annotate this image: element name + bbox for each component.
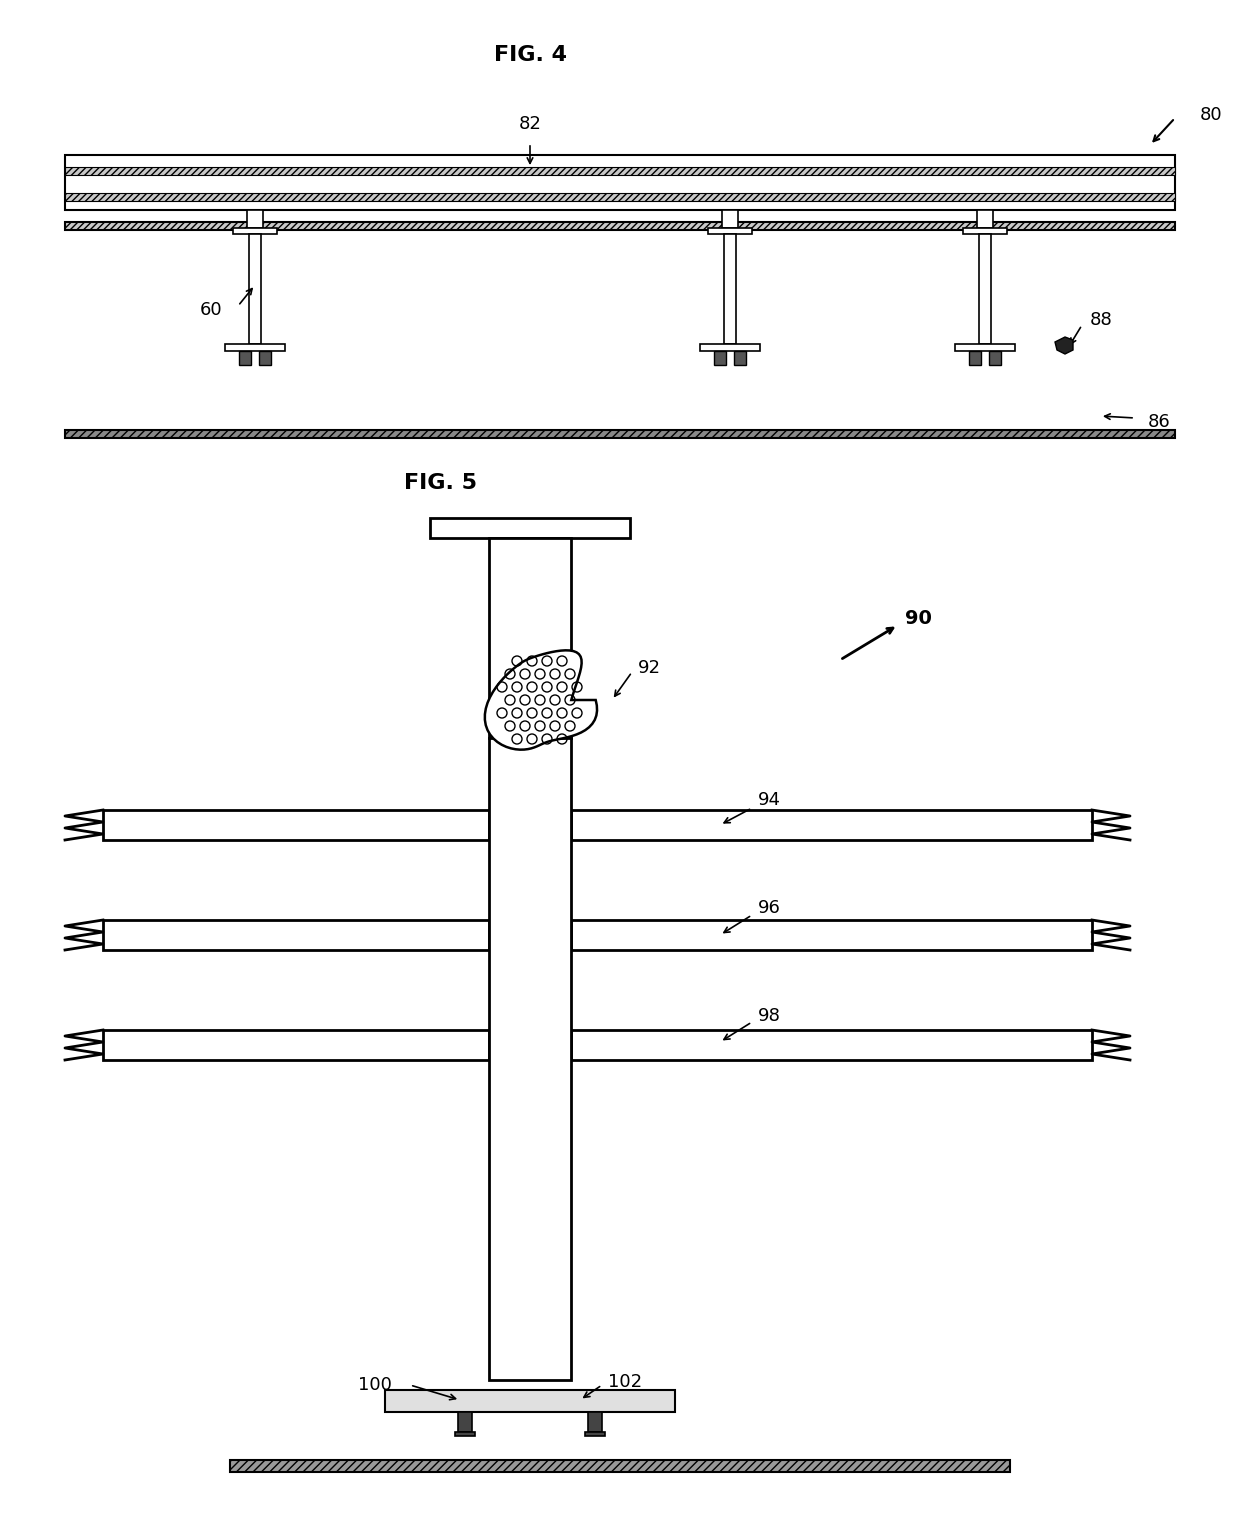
Bar xyxy=(724,234,737,345)
Bar xyxy=(64,155,1176,211)
Bar xyxy=(489,738,570,1380)
Bar xyxy=(103,920,489,950)
Bar xyxy=(990,351,1001,365)
Bar xyxy=(229,1460,1011,1472)
Bar xyxy=(570,811,1092,840)
Bar xyxy=(247,211,263,228)
Text: 92: 92 xyxy=(639,658,661,677)
Text: 100: 100 xyxy=(358,1377,392,1393)
Text: 88: 88 xyxy=(1090,311,1112,329)
Text: 94: 94 xyxy=(758,791,781,809)
Bar xyxy=(64,168,1176,175)
Bar xyxy=(259,351,272,365)
Bar xyxy=(570,1030,1092,1060)
Bar xyxy=(430,518,630,538)
Bar xyxy=(977,211,993,228)
Text: 98: 98 xyxy=(758,1007,781,1024)
Bar xyxy=(955,345,1016,351)
Bar xyxy=(64,431,1176,438)
Text: 102: 102 xyxy=(608,1373,642,1390)
Bar xyxy=(64,192,1176,201)
Bar xyxy=(239,351,250,365)
Bar xyxy=(963,228,1007,234)
Polygon shape xyxy=(485,651,596,749)
Bar xyxy=(455,1432,475,1436)
Text: 86: 86 xyxy=(1148,414,1171,431)
Bar xyxy=(224,345,285,351)
Bar xyxy=(64,221,1176,231)
Bar xyxy=(103,1030,489,1060)
Bar xyxy=(249,234,260,345)
Bar xyxy=(585,1432,605,1436)
Bar xyxy=(714,351,725,365)
Bar xyxy=(968,351,981,365)
Bar xyxy=(570,920,1092,950)
Text: 82: 82 xyxy=(518,115,542,132)
Bar xyxy=(734,351,746,365)
Text: 96: 96 xyxy=(758,900,781,917)
Text: FIG. 4: FIG. 4 xyxy=(494,45,567,65)
Bar xyxy=(701,345,760,351)
Polygon shape xyxy=(1055,337,1073,354)
Bar xyxy=(103,811,489,840)
Bar xyxy=(458,1412,472,1432)
Text: 80: 80 xyxy=(1200,106,1223,125)
Text: FIG. 5: FIG. 5 xyxy=(403,474,476,494)
Bar xyxy=(708,228,751,234)
Bar xyxy=(384,1390,675,1412)
Bar xyxy=(722,211,738,228)
Bar xyxy=(233,228,277,234)
Bar xyxy=(588,1412,601,1432)
Bar xyxy=(980,234,991,345)
Bar xyxy=(489,538,570,738)
Text: 60: 60 xyxy=(200,301,222,318)
Text: 90: 90 xyxy=(905,609,932,628)
